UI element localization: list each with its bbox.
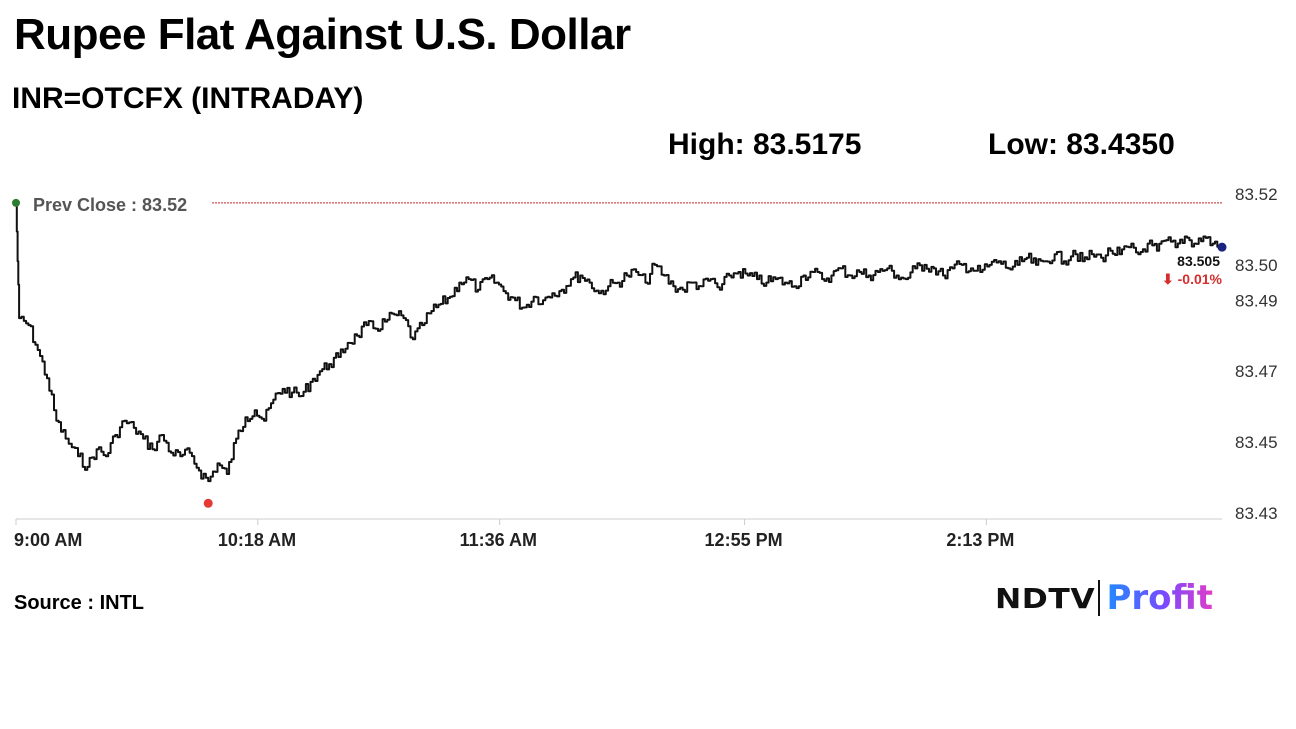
prev-close-label: Prev Close : 83.52 [33, 195, 187, 215]
chart-title: Rupee Flat Against U.S. Dollar [14, 10, 631, 59]
x-tick-label: 10:18 AM [218, 530, 296, 550]
last-value-label: 83.505 [1177, 253, 1220, 269]
logo-divider [1098, 580, 1101, 616]
x-tick-label: 11:36 AM [460, 530, 537, 550]
low-value: Low: 83.4350 [988, 128, 1175, 161]
x-tick-label: 2:13 PM [946, 530, 1014, 550]
series-line [15, 201, 1223, 483]
y-tick-label: 83.43 [1235, 504, 1278, 523]
high-value: High: 83.5175 [668, 128, 862, 161]
y-tick-label: 83.45 [1235, 433, 1278, 452]
y-tick-label: 83.47 [1235, 362, 1278, 381]
x-axis-ticks: 9:00 AM 10:18 AM 11:36 AM 12:55 PM 2:13 PM [14, 519, 1014, 550]
y-tick-label: 83.49 [1235, 291, 1278, 310]
y-tick-label: 83.50 [1235, 256, 1278, 275]
ndtv-profit-logo: NDTV Profit [995, 578, 1213, 618]
y-axis-ticks: 83.52 83.50 83.49 83.47 83.45 83.43 [1235, 185, 1278, 523]
source-note: Source : INTL [14, 592, 145, 614]
chart-subtitle: INR=OTCFX (INTRADAY) [12, 82, 364, 115]
last-point [1217, 242, 1227, 252]
logo-ndtv-text: NDTV [995, 581, 1096, 615]
low-point [203, 498, 213, 508]
y-tick-label: 83.52 [1235, 185, 1278, 204]
logo-profit-text: Profit [1106, 578, 1213, 618]
open-point [12, 198, 20, 207]
x-tick-label: 12:55 PM [705, 530, 783, 550]
change-label: ⬇ -0.01% [1162, 271, 1223, 287]
x-tick-label: 9:00 AM [14, 530, 82, 550]
